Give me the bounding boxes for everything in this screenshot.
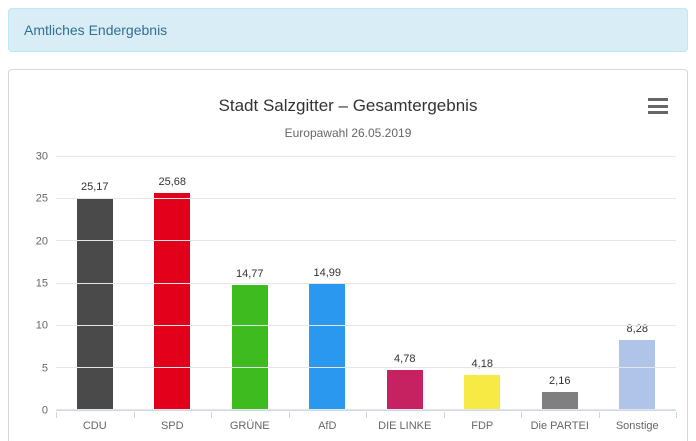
bar[interactable] [76,197,113,410]
bar-slot: 14,99 [289,157,367,410]
x-axis-label: GRÜNE [229,420,270,432]
info-panel: Amtliches Endergebnis [8,8,688,52]
bar-slot: 25,68 [134,157,212,410]
axis-tick [211,412,212,418]
bar[interactable] [464,374,501,410]
y-axis-label: 25 [35,192,48,205]
chart-title: Stadt Salzgitter – Gesamtergebnis [218,96,478,115]
gridline [56,240,676,242]
hamburger-bar [648,98,668,101]
gridline [56,282,676,284]
hamburger-bar [648,104,668,108]
chart-panel: Stadt Salzgitter – Gesamtergebnis Europa… [8,69,688,441]
x-axis-label: SPD [160,420,184,432]
x-axis-label: AfD [318,420,337,432]
bar-value-label: 25,17 [80,180,109,193]
plot-area: 25,17 25,68 14,77 14,99 4,78 4,18 2,16 8,28 [56,156,676,411]
bar[interactable] [309,283,346,410]
bar-slot: 14,77 [211,157,289,410]
chart-subtitle: Europawahl 26.05.2019 [284,126,412,140]
axis-tick [288,412,290,418]
hamburger-menu-icon[interactable] [648,98,668,114]
y-axis-label: 0 [41,404,48,417]
x-axis-ticks [56,412,677,418]
bar-slot: 25,17 [56,157,134,410]
y-axis-label: 10 [35,319,48,332]
axis-tick [598,412,600,418]
axis-tick [56,412,57,418]
bar-value-label: 4,78 [394,352,416,365]
bar-value-label: 25,68 [158,176,187,189]
bar[interactable] [386,369,423,410]
bar-slot: 4,78 [366,157,444,410]
y-axis-label: 30 [35,150,48,163]
bar[interactable] [154,193,191,410]
gridline [56,198,676,200]
hamburger-bar [648,111,668,114]
x-axis-label: DIE LINKE [378,420,432,432]
bar-value-label: 14,99 [313,266,342,279]
bar-series: 25,17 25,68 14,77 14,99 4,78 4,18 2,16 8,28 [56,157,676,410]
y-axis-label: 20 [35,235,48,248]
axis-tick [676,412,677,418]
gridline [56,324,676,326]
bar-slot: 2,16 [521,157,599,410]
x-axis-label: Sonstige [615,420,659,432]
x-axis-label: Die PARTEI [530,420,589,432]
bar-slot: 8,28 [599,157,677,410]
axis-tick [366,412,367,418]
x-axis: CDU SPD GRÜNE AfD DIE LINKE FDP Die PARTEI Sons… [56,420,676,433]
gridline [56,156,676,157]
bar[interactable] [231,285,268,410]
bar-slot: 4,18 [444,157,522,410]
bar-value-label: 4,18 [471,357,493,370]
axis-tick [133,412,135,418]
axis-tick [443,412,445,418]
x-axis-label: FDP [471,420,494,432]
bar-value-label: 2,16 [549,374,571,387]
bar-value-label: 14,77 [235,268,264,281]
gridline [56,409,676,410]
bar-value-label: 8,28 [626,323,648,336]
bar[interactable] [541,391,578,410]
gridline [56,366,676,368]
axis-tick [521,412,522,418]
info-panel-title: Amtliches Endergebnis [24,22,168,38]
y-axis-label: 15 [35,277,48,290]
bar[interactable] [619,340,656,410]
x-axis-label: CDU [82,420,107,432]
y-axis: 0 5 10 15 20 25 30 [9,151,48,416]
y-axis-label: 5 [41,362,48,375]
